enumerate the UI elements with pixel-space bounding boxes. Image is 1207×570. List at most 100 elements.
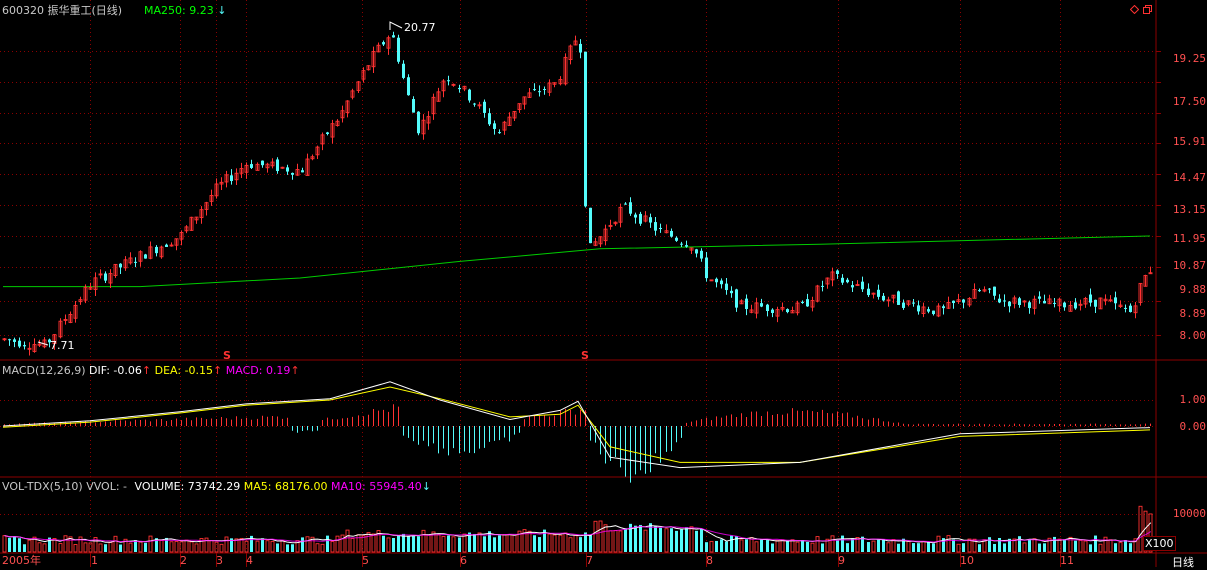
volume-bar	[659, 527, 662, 552]
candle-body	[204, 202, 209, 210]
volume-bar	[1138, 505, 1143, 553]
candle-body	[209, 195, 214, 202]
volume-bar	[568, 537, 573, 553]
diamond-icon[interactable]	[1130, 5, 1139, 14]
candle-body	[654, 222, 657, 231]
stock-name: 振华重工(日线)	[47, 4, 123, 17]
x-axis-label: 5	[362, 554, 369, 567]
candle-body	[98, 273, 103, 276]
x-axis-label: 7	[586, 554, 593, 567]
volume-bar	[493, 537, 496, 552]
candle-body	[436, 91, 441, 102]
volume-bar	[552, 534, 557, 553]
candle-body	[493, 123, 496, 129]
candle-body	[234, 172, 239, 181]
volume-bar	[634, 525, 637, 552]
candle-body	[659, 227, 662, 230]
candle-body	[877, 289, 880, 297]
volume-bar	[675, 530, 678, 552]
volume-bar	[174, 540, 179, 553]
candle-body	[13, 339, 16, 342]
candle-body	[483, 101, 486, 113]
volume-bar	[239, 537, 244, 553]
volume-bar	[88, 542, 93, 553]
up-arrow-icon: ↑	[141, 364, 152, 377]
candle-body	[265, 163, 270, 169]
candle-body	[589, 207, 592, 244]
candle-body	[670, 230, 673, 237]
candle-body	[1078, 303, 1083, 306]
volume-bar	[906, 540, 911, 553]
volume-bar	[286, 544, 289, 552]
candle-body	[382, 42, 385, 45]
candle-body	[507, 116, 512, 126]
volume-bar	[962, 543, 965, 552]
candle-body	[810, 300, 815, 308]
window-restore-icon[interactable]	[1143, 5, 1152, 14]
volume-bar	[1133, 538, 1138, 553]
candle-body	[402, 63, 405, 78]
candle-body	[58, 320, 63, 338]
volume-ma5-line	[4, 522, 1152, 544]
period-selector[interactable]: 日线	[1172, 556, 1194, 569]
candle-body	[906, 300, 911, 305]
candle-body	[108, 273, 113, 284]
candle-body	[982, 289, 987, 292]
volume-bar	[189, 541, 194, 553]
volume-bar	[194, 543, 199, 553]
candle-body	[629, 202, 632, 214]
volume-bar	[184, 539, 189, 553]
volume-bar	[1103, 536, 1108, 553]
volume-bar	[1003, 543, 1006, 552]
volume-bar	[315, 543, 320, 553]
volume-bar	[739, 539, 744, 553]
candle-body	[502, 121, 507, 131]
candle-body	[754, 302, 759, 314]
candle-body	[917, 305, 920, 312]
candle-body	[214, 183, 219, 197]
volume-bar	[715, 540, 718, 552]
volume-bar	[766, 540, 769, 552]
candle-body	[93, 277, 98, 290]
volume-bar	[855, 537, 860, 553]
candle-body	[1003, 300, 1006, 302]
volume-bar	[473, 533, 476, 552]
volume-bar	[320, 543, 325, 553]
candle-body	[18, 340, 21, 347]
candle-body	[286, 167, 289, 172]
volume-bar	[1118, 542, 1123, 553]
volume-bar	[1114, 543, 1117, 552]
candle-body	[199, 209, 204, 219]
volume-bar	[138, 541, 143, 553]
candle-body	[488, 113, 491, 125]
candlestick-series	[2, 21, 1153, 356]
candle-body	[451, 83, 456, 86]
candle-body	[720, 280, 723, 285]
volume-bar	[775, 540, 780, 553]
volume-bar	[1018, 536, 1021, 552]
volume-bar	[993, 543, 996, 552]
candle-body	[522, 96, 527, 105]
volume-bar	[967, 538, 972, 553]
candle-body	[1143, 274, 1148, 287]
candle-body	[1124, 307, 1127, 309]
volume-bar	[23, 544, 26, 552]
volume-bar	[547, 533, 552, 553]
candle-body	[1083, 297, 1088, 305]
candle-body	[855, 284, 860, 286]
candle-body	[2, 338, 7, 341]
volume-bar	[618, 530, 623, 553]
volume-bar	[255, 540, 260, 553]
volume-bar	[786, 541, 789, 552]
candle-body	[119, 263, 122, 268]
volume-bar	[451, 536, 456, 553]
high-marker-leader	[389, 21, 403, 30]
volume-bar	[1063, 540, 1066, 552]
candle-body	[144, 254, 147, 259]
volume-bar	[1078, 539, 1083, 553]
candle-body	[517, 103, 522, 111]
candle-body	[52, 334, 57, 345]
candle-body	[927, 309, 930, 312]
candle-body	[967, 297, 972, 306]
